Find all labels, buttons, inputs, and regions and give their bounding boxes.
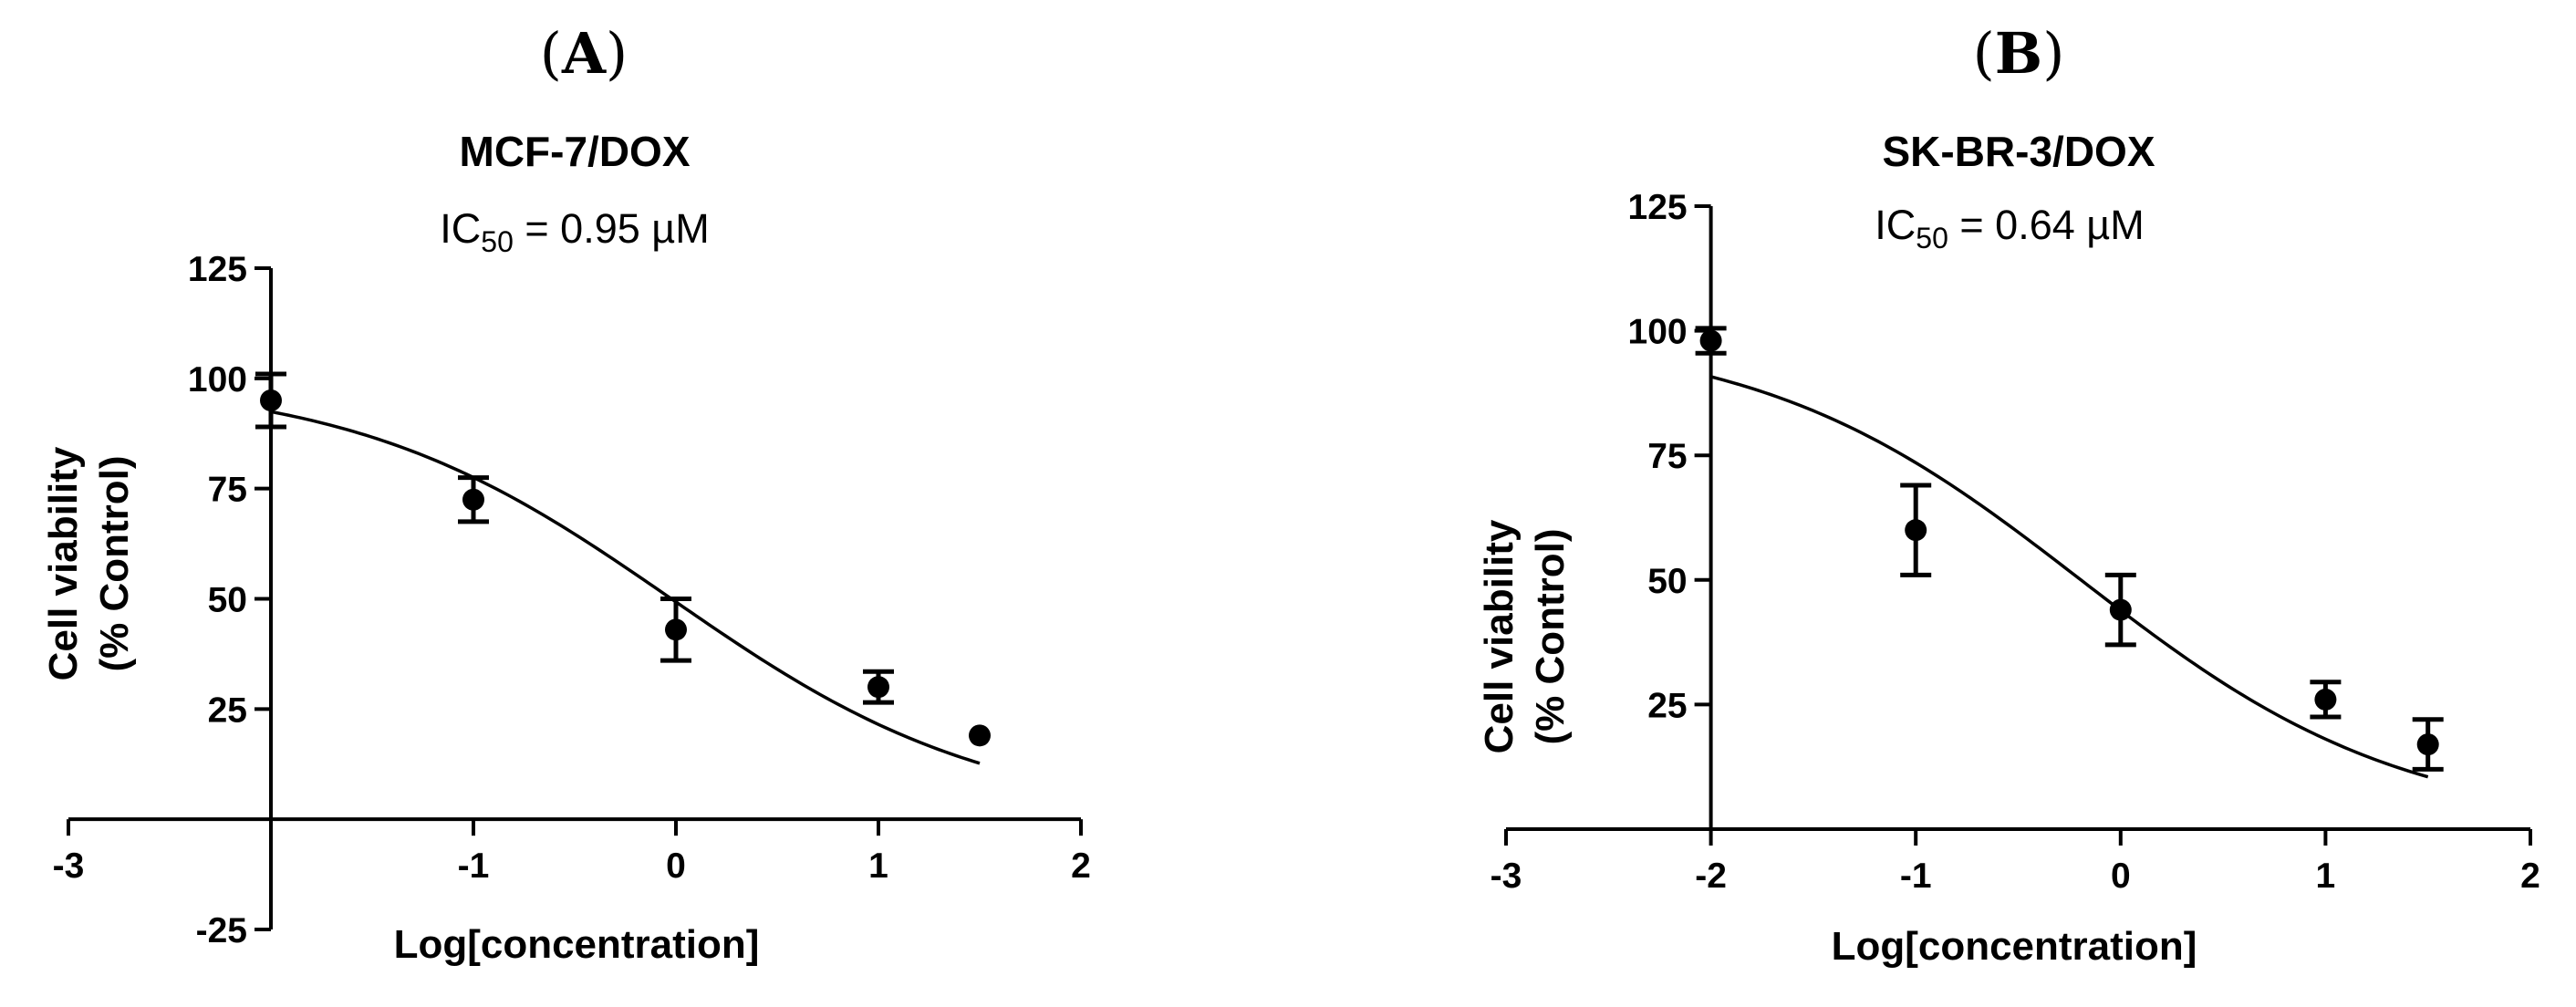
panel-b-data-points <box>1695 326 2444 772</box>
y-tick-label: 75 <box>1647 437 1687 476</box>
panel-b-y-axis-label-line2: (% Control) <box>1528 528 1573 744</box>
data-point <box>1905 519 1927 542</box>
data-point <box>867 676 889 699</box>
panel-b-letter: (B) <box>1973 20 2065 87</box>
x-tick-label: 2 <box>2520 856 2540 896</box>
panel-a-x-axis-label: Log[concentration] <box>394 922 760 967</box>
y-tick-label: 100 <box>1628 313 1688 352</box>
data-point <box>1699 329 1722 352</box>
x-tick-label: 1 <box>2316 856 2336 896</box>
panel-b-title: SK-BR-3/DOX <box>1882 128 2155 175</box>
y-tick-label: 100 <box>188 360 247 400</box>
y-tick-label: 75 <box>208 471 247 510</box>
y-tick-label: 125 <box>188 250 247 289</box>
y-tick-label: 50 <box>208 581 247 620</box>
panel-a-letter: (A) <box>540 20 628 87</box>
panel-a-fit-curve <box>270 410 981 765</box>
data-point <box>2416 733 2439 756</box>
y-tick-label: 25 <box>1647 686 1687 725</box>
data-point <box>665 618 687 641</box>
x-tick-label: 0 <box>2111 856 2131 896</box>
data-point <box>2109 598 2132 621</box>
y-tick-label: 50 <box>1647 562 1687 601</box>
data-point <box>969 724 991 747</box>
data-point <box>462 488 484 511</box>
panel-a-title: MCF-7/DOX <box>460 128 691 175</box>
panel-b-y-axis-label-line1: Cell viability <box>1477 519 1522 753</box>
y-tick-label: -25 <box>196 911 247 950</box>
panel-a: (A) MCF-7/DOX IC50 = 0.95 µM -3 -1 0 1 2 -25 2… <box>41 20 1091 967</box>
fit-curve-line <box>270 410 981 765</box>
data-point <box>260 389 282 411</box>
panel-b-x-axis-label: Log[concentration] <box>1832 924 2197 969</box>
fit-curve-line <box>1710 375 2429 779</box>
x-tick-label: -2 <box>1695 856 1727 896</box>
panel-b-axes: -3 -2 -1 0 1 2 25 50 75 100 125 <box>1491 188 2540 896</box>
x-tick-label: -1 <box>1900 856 1932 896</box>
x-tick-label: 1 <box>868 846 888 886</box>
x-tick-label: -3 <box>1491 856 1522 896</box>
panel-a-y-axis-label-line2: (% Control) <box>92 455 137 671</box>
panel-b-fit-curve <box>1710 375 2429 779</box>
panel-a-data-points <box>255 371 991 747</box>
x-tick-label: 0 <box>666 846 686 886</box>
x-tick-label: -1 <box>458 846 490 886</box>
y-tick-label: 25 <box>208 690 247 730</box>
panel-a-axes: -3 -1 0 1 2 -25 25 50 75 100 125 <box>53 250 1091 950</box>
data-point <box>2314 688 2337 711</box>
panel-b: (B) SK-BR-3/DOX IC50 = 0.64 µM -3 -2 -1 0 1 2… <box>1477 20 2540 969</box>
x-tick-label: -3 <box>53 846 85 886</box>
panel-a-ic50: IC50 = 0.95 µM <box>440 205 709 258</box>
panel-a-y-axis-label-line1: Cell viability <box>41 446 86 680</box>
panel-b-ic50: IC50 = 0.64 µM <box>1875 202 2144 254</box>
y-tick-label: 125 <box>1628 188 1688 227</box>
x-tick-label: 2 <box>1071 846 1091 886</box>
